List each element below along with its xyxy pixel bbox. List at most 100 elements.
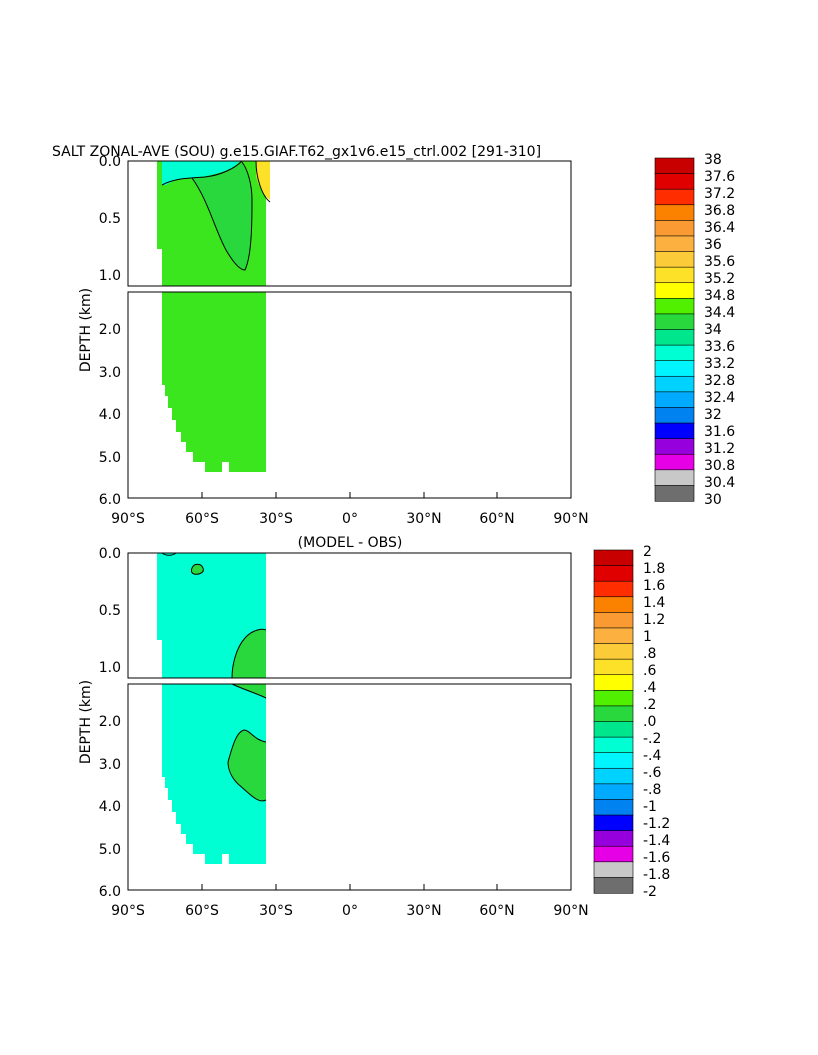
top-upper-fill-fresh [162,161,240,185]
top-y-tick: 5.0 [99,450,121,466]
bottom-colorbar-label: -.8 [643,782,661,798]
top-colorbar-label: 32 [704,407,722,423]
top-colorbar-swatch [654,344,695,362]
bottom-upper-contour-3 [161,552,177,556]
bottom-x-tick-label: 60°N [479,903,514,919]
top-colorbar-swatch [654,251,695,268]
bottom-colorbar-swatch [593,565,634,582]
bottom-y-ticks: 0.0 0.5 1.0 2.0 3.0 4.0 5.0 6.0 [99,546,121,900]
bottom-colorbar-label: .6 [643,663,656,679]
top-upper-contour-1 [161,160,243,186]
top-colorbar-label: 37.2 [704,186,735,202]
top-colorbar-swatch [654,204,695,221]
bottom-x-tick-label: 30°S [259,903,293,919]
bottom-colorbar-label: -1.6 [643,850,670,866]
top-colorbar-swatch [654,157,695,175]
bottom-colorbar-swatch [593,877,634,894]
top-colorbar-label: 35.6 [704,254,735,270]
bottom-colorbar-label: .0 [643,714,656,730]
bottom-x-tick-label: 60°S [185,903,219,919]
bottom-y-tick: 1.0 [99,660,121,676]
bottom-upper-contour-1 [231,628,267,679]
top-title: SALT ZONAL-AVE (SOU) g.e15.GIAF.T62_gx1v… [52,144,541,160]
bottom-colorbar-swatch [593,767,634,785]
top-x-tick-label: 90°S [111,511,145,527]
top-x-tick-label: 30°S [259,511,293,527]
bottom-title: (MODEL - OBS) [298,535,403,551]
top-colorbar-label: 34.4 [704,305,735,321]
top-colorbar-swatch [654,298,695,315]
bottom-colorbar-swatch [593,830,634,847]
bottom-upper-fill-blob [191,564,204,575]
top-colorbar-swatch [654,282,695,299]
bottom-colorbar-swatch [593,580,634,598]
top-colorbar-label: 30.4 [704,475,735,491]
top-colorbar-label: 36.8 [704,203,735,219]
bottom-colorbar-swatch [593,721,634,738]
top-y-tick: 4.0 [99,407,121,423]
bottom-colorbar-label: -.2 [643,731,661,747]
bottom-colorbar-label: -1.4 [643,833,670,849]
top-colorbar-label: 34 [704,322,722,338]
top-colorbar-swatch [654,266,695,284]
top-upper-contour-3 [255,160,271,203]
bottom-colorbar-swatch [593,845,634,863]
top-y-tick: 1.0 [99,268,121,284]
top-x-tick-label: 60°N [479,511,514,527]
bottom-colorbar-swatch [593,783,634,801]
bottom-colorbar-swatch [593,643,634,660]
bottom-colorbar-label: -2 [643,884,657,900]
bottom-x-tick-label: 90°N [553,903,588,919]
top-colorbar-swatch [654,422,695,440]
bottom-y-axis-label: DEPTH (km) [78,680,94,764]
bottom-y-tick: 0.5 [99,603,121,619]
top-colorbar-label: 35.2 [704,271,735,287]
bottom-colorbar-swatch [593,658,634,676]
top-colorbar-swatch [654,313,695,331]
bottom-colorbar-label: 1.6 [643,578,665,594]
bottom-colorbar-label: -.4 [643,748,662,764]
bottom-x-ticks: 90°S 60°S 30°S 0° 30°N 60°N 90°N [111,884,589,919]
top-colorbar-label: 36 [704,237,722,253]
top-y-axis-label: DEPTH (km) [78,288,94,372]
top-colorbar-label: 30 [704,492,722,508]
bottom-colorbar-label: 1.2 [643,612,665,628]
bottom-upper-contour-2 [190,563,204,575]
bottom-colorbar-swatch [593,861,634,879]
bottom-colorbar-label: 1.4 [643,595,665,611]
top-colorbar-label: 33.2 [704,356,735,372]
bottom-colorbar-swatch [593,752,634,769]
bottom-lower-data [162,683,267,864]
top-colorbar-swatch [654,375,695,393]
top-colorbar-label: 33.6 [704,339,735,355]
top-x-tick-label: 60°S [185,511,219,527]
top-colorbar-label: 34.8 [704,288,735,304]
bottom-x-tick-label: 0° [342,903,358,919]
bottom-colorbar-label: 1.8 [643,561,665,577]
bottom-colorbar-label: -.6 [643,765,662,781]
top-colorbar-label: 32.8 [704,373,735,389]
bottom-colorbar-swatch [593,596,634,613]
bottom-colorbar-label: -1.2 [643,816,670,832]
bottom-colorbar-swatch [593,705,634,723]
top-colorbar-label: 31.2 [704,441,735,457]
top-colorbar-swatch [654,220,695,237]
bottom-colorbar [593,549,634,894]
bottom-y-tick: 4.0 [99,799,121,815]
bottom-lower-contour-1 [231,683,267,699]
top-x-tick-label: 30°N [406,511,441,527]
top-colorbar-swatch [654,188,695,206]
top-y-tick: 2.0 [99,322,121,338]
top-x-ticks: 90°S 60°S 30°S 0° 30°N 60°N 90°N [111,492,589,527]
bottom-colorbar-label: .2 [643,697,656,713]
bottom-lower-fill-main [162,684,266,864]
bottom-colorbar-swatch [593,814,634,832]
top-colorbar-swatch [654,173,695,190]
bottom-colorbar-label: 1 [643,629,652,645]
bottom-colorbar-swatch [593,690,634,707]
bottom-colorbar-swatch [593,736,634,754]
top-colorbar-swatch [654,391,695,409]
top-colorbar-swatch [654,469,695,487]
bottom-y-tick: 6.0 [99,884,121,900]
